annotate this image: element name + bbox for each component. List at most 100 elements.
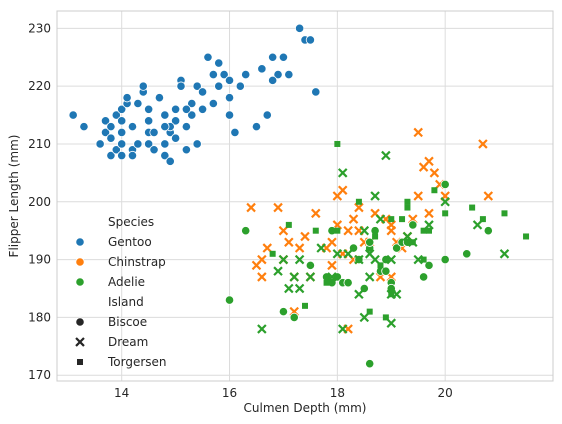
data-points [68, 23, 530, 369]
adelie-biscoe-point [305, 260, 315, 270]
adelie-torgersen-point [366, 308, 373, 315]
chinstrap-dream-point [337, 185, 348, 195]
legend-marker [75, 237, 85, 247]
adelie-dream-point [294, 283, 305, 294]
adelie-biscoe-point [365, 359, 375, 369]
gentoo-biscoe-point [100, 127, 111, 138]
adelie-biscoe-point [289, 312, 299, 323]
chinstrap-dream-point [278, 225, 289, 236]
y-tick-label: 180 [28, 310, 51, 324]
chinstrap-dream-point [327, 260, 337, 271]
adelie-biscoe-point [278, 307, 289, 317]
gentoo-biscoe-point [181, 104, 191, 114]
gentoo-biscoe-point [100, 116, 111, 126]
gentoo-biscoe-point [111, 145, 121, 155]
gentoo-biscoe-point [235, 81, 245, 91]
adelie-torgersen-point [426, 227, 432, 234]
gentoo-biscoe-point [117, 104, 127, 114]
legend-label: Torgersen [107, 355, 167, 369]
adelie-torgersen-point [431, 187, 438, 194]
gentoo-biscoe-point [106, 133, 116, 143]
gentoo-biscoe-point [117, 139, 127, 149]
adelie-torgersen-point [372, 233, 379, 240]
x-tick-label: 20 [438, 386, 453, 400]
gentoo-biscoe-point [106, 122, 116, 132]
gentoo-biscoe-point [203, 52, 213, 62]
chinstrap-dream-point [327, 237, 337, 248]
adelie-biscoe-point [483, 226, 493, 236]
adelie-dream-point [354, 289, 364, 300]
adelie-biscoe-point [381, 266, 391, 276]
chinstrap-dream-point [413, 127, 423, 138]
chinstrap-dream-point [262, 243, 273, 253]
adelie-dream-point [424, 220, 434, 230]
adelie-dream-point [370, 191, 380, 201]
gentoo-biscoe-point [214, 81, 224, 91]
adelie-dream-point [305, 272, 316, 282]
y-tick-label: 210 [28, 137, 51, 151]
adelie-dream-point [386, 254, 397, 265]
adelie-biscoe-point [440, 179, 450, 190]
gentoo-biscoe-point [133, 98, 143, 109]
y-tick-label: 200 [28, 195, 51, 209]
gentoo-biscoe-point [95, 139, 105, 149]
gentoo-biscoe-point [133, 139, 143, 149]
adelie-dream-point [273, 266, 283, 276]
legend-hue-title: Species [108, 215, 154, 229]
gentoo-biscoe-point [117, 127, 127, 138]
legend-marker [75, 257, 85, 267]
adelie-dream-point [375, 214, 386, 224]
gentoo-biscoe-point [305, 35, 315, 45]
gentoo-biscoe-point [192, 139, 202, 149]
chinstrap-dream-point [257, 254, 267, 265]
gentoo-biscoe-point [106, 150, 116, 161]
chinstrap-dream-point [273, 202, 283, 213]
plot-frame [56, 10, 554, 382]
legend-marker [75, 277, 85, 287]
legend-marker [75, 317, 85, 327]
chinstrap-dream-point [343, 225, 353, 236]
gentoo-biscoe-point [68, 110, 78, 120]
gentoo-biscoe-point [257, 64, 267, 74]
adelie-dream-point [413, 254, 423, 265]
gentoo-biscoe-point [127, 150, 138, 161]
gentoo-biscoe-point [149, 145, 159, 155]
legend-label: Dream [108, 335, 148, 349]
y-tick-label: 190 [28, 253, 51, 267]
gentoo-biscoe-point [171, 104, 181, 114]
gentoo-biscoe-point [224, 110, 235, 120]
adelie-dream-point [370, 254, 380, 265]
adelie-dream-point [343, 249, 353, 259]
adelie-dream-point [257, 324, 267, 334]
gentoo-biscoe-point [192, 81, 202, 91]
legend-label: Biscoe [108, 315, 147, 329]
chinstrap-dream-point [483, 191, 494, 201]
gentoo-biscoe-point [268, 52, 278, 62]
adelie-dream-point [337, 168, 348, 178]
adelie-torgersen-point [420, 256, 427, 263]
adelie-torgersen-point [404, 198, 411, 205]
gentoo-biscoe-point [278, 52, 289, 62]
adelie-torgersen-point [334, 140, 341, 147]
adelie-torgersen-point [479, 216, 486, 223]
adelie-dream-point [278, 254, 289, 265]
adelie-torgersen-point [399, 216, 406, 223]
adelie-torgersen-point [404, 204, 411, 211]
gentoo-biscoe-point [251, 122, 262, 132]
gentoo-biscoe-point [154, 93, 165, 103]
x-tick-label: 14 [114, 386, 129, 400]
gentoo-biscoe-point [311, 87, 321, 97]
adelie-dream-point [359, 225, 370, 236]
gentoo-biscoe-point [208, 98, 218, 109]
gentoo-biscoe-point [208, 69, 218, 80]
gentoo-biscoe-point [171, 116, 181, 126]
gentoo-biscoe-point [181, 122, 191, 132]
chinstrap-dream-point [257, 272, 267, 282]
adelie-dream-point [284, 283, 294, 294]
adelie-dream-point [354, 254, 364, 265]
y-tick-label: 170 [28, 368, 51, 382]
adelie-biscoe-point [392, 243, 402, 253]
gentoo-biscoe-point [79, 122, 89, 132]
chinstrap-dream-point [294, 243, 305, 253]
y-tick-label: 220 [28, 79, 51, 93]
